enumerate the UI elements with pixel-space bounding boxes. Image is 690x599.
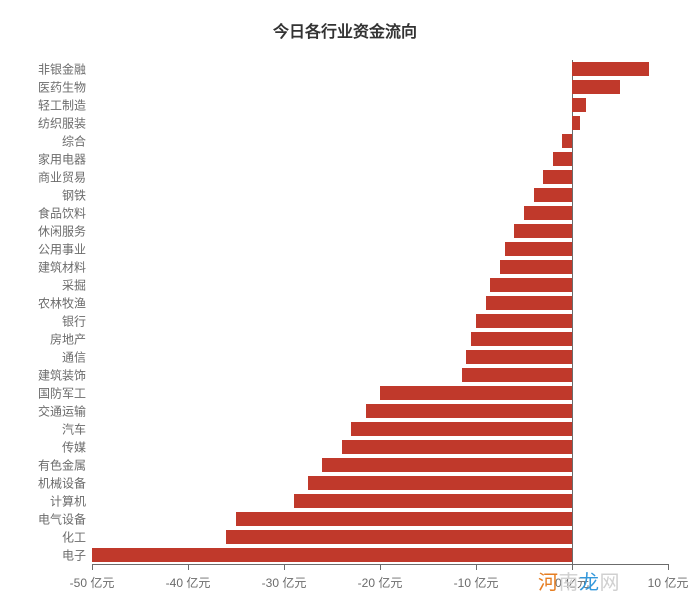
bar — [524, 206, 572, 220]
x-tick-label: -30 亿元 — [262, 564, 307, 591]
y-tick-label: 家用电器 — [38, 151, 92, 168]
bar — [471, 332, 572, 346]
bar — [351, 422, 572, 436]
bar — [486, 296, 572, 310]
bar — [236, 512, 572, 526]
y-tick-label: 交通运输 — [38, 403, 92, 420]
bar — [342, 440, 572, 454]
y-tick-label: 钢铁 — [62, 187, 92, 204]
y-tick-label: 房地产 — [50, 331, 92, 348]
y-tick-label: 银行 — [62, 313, 92, 330]
bar — [500, 260, 572, 274]
y-tick-label: 公用事业 — [38, 241, 92, 258]
x-tick-label: 10 亿元 — [648, 564, 689, 591]
bar — [462, 368, 572, 382]
watermark-char: 网 — [600, 572, 621, 594]
y-tick-label: 轻工制造 — [38, 97, 92, 114]
y-tick-label: 建筑材料 — [38, 259, 92, 276]
y-tick-label: 化工 — [62, 529, 92, 546]
y-tick-label: 有色金属 — [38, 457, 92, 474]
y-tick-label: 通信 — [62, 349, 92, 366]
y-tick-label: 非银金融 — [38, 61, 92, 78]
zero-line — [572, 60, 573, 564]
y-tick-label: 纺织服装 — [38, 115, 92, 132]
y-tick-label: 国防军工 — [38, 385, 92, 402]
bar — [572, 62, 649, 76]
y-tick-label: 建筑装饰 — [38, 367, 92, 384]
y-tick-label: 计算机 — [50, 493, 92, 510]
bar — [572, 98, 586, 112]
bar — [572, 116, 580, 130]
x-tick-label: -40 亿元 — [166, 564, 211, 591]
y-tick-label: 采掘 — [62, 277, 92, 294]
bar — [534, 188, 572, 202]
y-tick-label: 商业贸易 — [38, 169, 92, 186]
y-tick-label: 综合 — [62, 133, 92, 150]
y-tick-label: 机械设备 — [38, 475, 92, 492]
bar — [505, 242, 572, 256]
bar — [476, 314, 572, 328]
x-tick-label: 0 亿元 — [555, 564, 589, 591]
plot-area: -50 亿元-40 亿元-30 亿元-20 亿元-10 亿元0 亿元10 亿元非… — [92, 60, 668, 564]
bar — [308, 476, 572, 490]
x-tick-label: -50 亿元 — [70, 564, 115, 591]
y-tick-label: 电气设备 — [38, 511, 92, 528]
bar — [226, 530, 572, 544]
bar — [562, 134, 572, 148]
bar — [380, 386, 572, 400]
bar — [322, 458, 572, 472]
bar — [572, 80, 620, 94]
bar — [514, 224, 572, 238]
bar — [553, 152, 572, 166]
y-tick-label: 汽车 — [62, 421, 92, 438]
y-tick-label: 食品饮料 — [38, 205, 92, 222]
bar — [543, 170, 572, 184]
y-tick-label: 休闲服务 — [38, 223, 92, 240]
y-tick-label: 医药生物 — [38, 79, 92, 96]
x-tick-label: -20 亿元 — [358, 564, 403, 591]
bar — [490, 278, 572, 292]
y-tick-label: 农林牧渔 — [38, 295, 92, 312]
y-tick-label: 传媒 — [62, 439, 92, 456]
chart-container: 今日各行业资金流向 -50 亿元-40 亿元-30 亿元-20 亿元-10 亿元… — [0, 0, 690, 599]
y-tick-label: 电子 — [62, 547, 92, 564]
x-tick-label: -10 亿元 — [454, 564, 499, 591]
bar — [466, 350, 572, 364]
bar — [92, 548, 572, 562]
chart-title: 今日各行业资金流向 — [0, 18, 690, 42]
bar — [294, 494, 572, 508]
bar — [366, 404, 572, 418]
